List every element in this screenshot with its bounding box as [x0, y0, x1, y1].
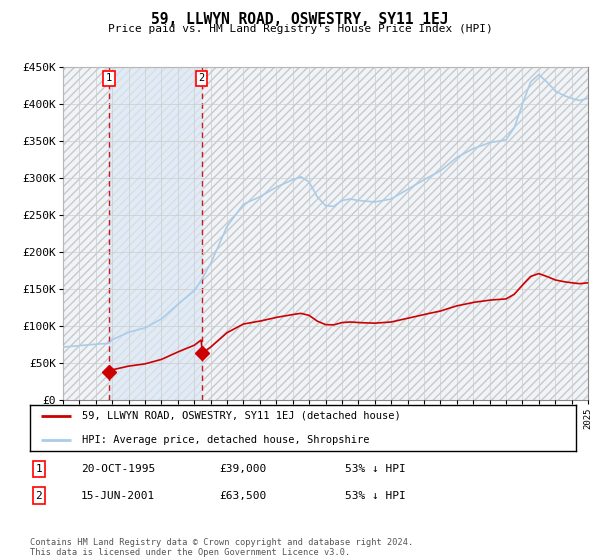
Text: £63,500: £63,500	[219, 491, 266, 501]
Text: 53% ↓ HPI: 53% ↓ HPI	[345, 491, 406, 501]
Text: 59, LLWYN ROAD, OSWESTRY, SY11 1EJ: 59, LLWYN ROAD, OSWESTRY, SY11 1EJ	[151, 12, 449, 27]
Text: 20-OCT-1995: 20-OCT-1995	[81, 464, 155, 474]
Text: HPI: Average price, detached house, Shropshire: HPI: Average price, detached house, Shro…	[82, 435, 370, 445]
Text: Price paid vs. HM Land Registry's House Price Index (HPI): Price paid vs. HM Land Registry's House …	[107, 24, 493, 34]
Text: 59, LLWYN ROAD, OSWESTRY, SY11 1EJ (detached house): 59, LLWYN ROAD, OSWESTRY, SY11 1EJ (deta…	[82, 411, 401, 421]
Text: 1: 1	[35, 464, 43, 474]
Bar	[109, 67, 202, 400]
Text: 2: 2	[199, 73, 205, 83]
Text: £39,000: £39,000	[219, 464, 266, 474]
Text: Contains HM Land Registry data © Crown copyright and database right 2024.
This d: Contains HM Land Registry data © Crown c…	[30, 538, 413, 557]
Text: 1: 1	[106, 73, 112, 83]
Text: 53% ↓ HPI: 53% ↓ HPI	[345, 464, 406, 474]
Text: 2: 2	[35, 491, 43, 501]
Text: 15-JUN-2001: 15-JUN-2001	[81, 491, 155, 501]
